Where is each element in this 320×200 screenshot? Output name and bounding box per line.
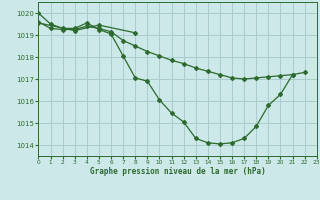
X-axis label: Graphe pression niveau de la mer (hPa): Graphe pression niveau de la mer (hPa) — [90, 167, 266, 176]
